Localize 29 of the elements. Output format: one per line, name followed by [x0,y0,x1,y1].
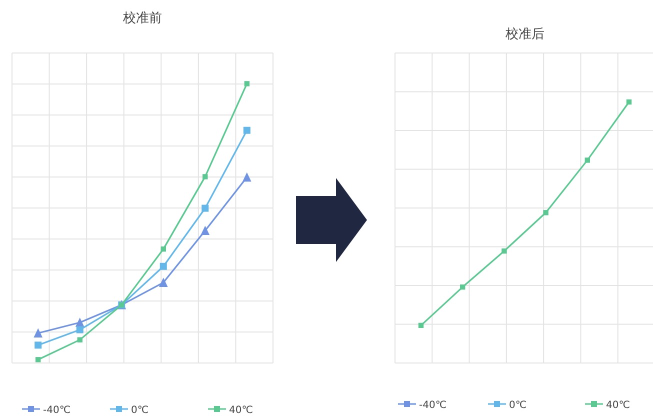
point [34,342,42,349]
chart-title: 校准前 [122,11,162,26]
point [543,210,548,216]
point [584,158,590,163]
point [242,172,252,182]
point [76,326,84,334]
point [202,204,209,212]
point [202,174,208,180]
point [158,278,168,287]
point [243,126,250,134]
point [200,226,210,236]
point [77,337,82,342]
point [502,248,507,254]
point [244,81,250,86]
point [460,284,466,290]
legend-label: 0℃ [509,400,527,411]
point [160,246,166,252]
point [34,328,42,338]
point [36,357,41,362]
point [75,318,84,327]
legend-label: 40℃ [606,400,630,411]
legend-label: 0℃ [131,405,149,416]
point [160,262,167,270]
legend-label: -40℃ [419,400,447,411]
chart-title: 校准后 [504,27,544,42]
legend-label: -40℃ [43,405,71,416]
point [626,99,632,105]
point [418,322,424,328]
legend-label: 40℃ [229,405,253,416]
